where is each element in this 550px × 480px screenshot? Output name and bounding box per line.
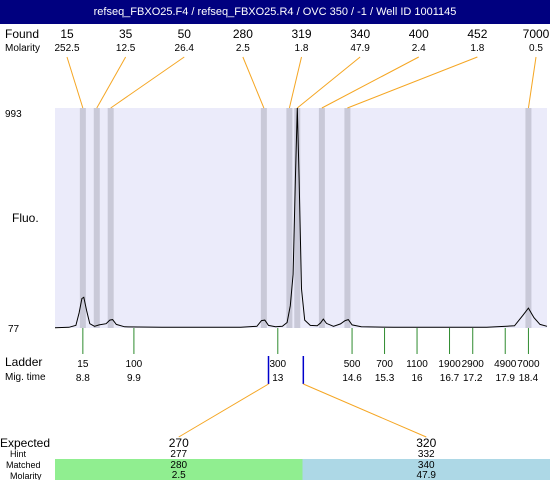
ladder-time-label: 17.2: [463, 373, 483, 384]
found-label: Found: [5, 27, 39, 41]
ladder-label: Ladder: [5, 355, 42, 369]
ladder-time-label: 13: [272, 373, 284, 384]
expected-label: Expected: [0, 436, 50, 450]
peak-connector: [96, 56, 127, 109]
expected-matched-label: 280: [170, 460, 187, 471]
found-size-label: 400: [409, 27, 429, 41]
found-size-label: 280: [233, 27, 253, 41]
peak-connector: [66, 56, 84, 109]
peak-band: [344, 108, 351, 328]
peak-connector: [288, 56, 302, 109]
found-molarity-label: 0.5: [529, 43, 543, 54]
ladder-size-label: 1100: [406, 359, 428, 370]
molarity-label: Molarity: [5, 43, 40, 54]
window-title: refseq_FBXO25.F4 / refseq_FBXO25.R4 / OV…: [0, 0, 550, 24]
peak-band: [286, 108, 293, 328]
peak-connector: [347, 56, 478, 109]
ladder-time-label: 9.9: [127, 373, 141, 384]
ladder-size-label: 100: [126, 359, 143, 370]
ladder-size-label: 15: [77, 359, 89, 370]
ladder-time-label: 16: [411, 373, 423, 384]
found-size-label: 35: [119, 27, 133, 41]
expected-molarity-label: Molarity: [10, 471, 42, 480]
plot-area: [55, 108, 547, 328]
expected-matched-label: 340: [418, 460, 435, 471]
ladder-time-label: 16.7: [440, 373, 460, 384]
found-size-label: 7000: [523, 27, 550, 41]
peak-connector: [110, 56, 185, 109]
peak-band: [525, 108, 532, 328]
matched-bar: [55, 459, 303, 480]
found-size-label: 15: [60, 27, 74, 41]
expected-hint-label: 277: [170, 449, 187, 460]
matched-bar: [302, 459, 550, 480]
fluorescence-trace: [54, 107, 548, 329]
hint-label: Hint: [10, 449, 27, 459]
peak-band: [260, 108, 267, 328]
peak-connector: [321, 56, 419, 109]
peak-connector: [527, 56, 537, 109]
peak-band: [294, 108, 301, 328]
ladder-time-label: 18.4: [519, 373, 539, 384]
found-size-label: 452: [467, 27, 487, 41]
expected-molarity-value: 2.5: [172, 470, 186, 480]
expected-size-label: 320: [416, 436, 436, 450]
ladder-size-label: 4900: [494, 359, 517, 370]
found-molarity-label: 2.5: [236, 43, 250, 54]
ladder-size-label: 7000: [517, 359, 540, 370]
peak-band: [79, 108, 86, 328]
found-molarity-label: 1.8: [470, 43, 484, 54]
ladder-size-label: 300: [269, 359, 286, 370]
found-molarity-label: 252.5: [54, 43, 79, 54]
ladder-time-label: 14.6: [342, 373, 362, 384]
ladder-size-label: 700: [376, 359, 393, 370]
ladder-time-label: 8.8: [76, 373, 90, 384]
ladder-size-label: 500: [344, 359, 361, 370]
ladder-size-label: 1900: [438, 359, 461, 370]
found-molarity-label: 12.5: [116, 43, 136, 54]
found-molarity-label: 2.4: [412, 43, 426, 54]
found-size-label: 50: [178, 27, 192, 41]
expected-hint-label: 332: [418, 449, 435, 460]
ladder-time-label: 15.3: [375, 373, 395, 384]
matched-label: Matched: [6, 460, 41, 470]
expected-size-label: 270: [169, 436, 189, 450]
found-size-label: 319: [291, 27, 311, 41]
y-max-tick: 993: [5, 109, 22, 120]
ladder-time-label: 17.9: [495, 373, 515, 384]
mig-time-label: Mig. time: [5, 372, 46, 383]
peak-band: [107, 108, 114, 328]
found-molarity-label: 26.4: [175, 43, 195, 54]
ladder-size-label: 2900: [462, 359, 485, 370]
found-molarity-label: 47.9: [350, 43, 370, 54]
peak-band: [93, 108, 100, 328]
expected-connector: [178, 383, 269, 438]
peak-connector: [296, 56, 361, 109]
peak-connector: [242, 56, 265, 109]
expected-connector: [303, 383, 427, 438]
found-size-label: 340: [350, 27, 370, 41]
found-molarity-label: 1.8: [295, 43, 309, 54]
expected-molarity-value: 47.9: [417, 470, 437, 480]
fluo-axis-label: Fluo.: [12, 211, 39, 225]
y-min-tick: 77: [8, 324, 20, 335]
peak-band: [318, 108, 325, 328]
